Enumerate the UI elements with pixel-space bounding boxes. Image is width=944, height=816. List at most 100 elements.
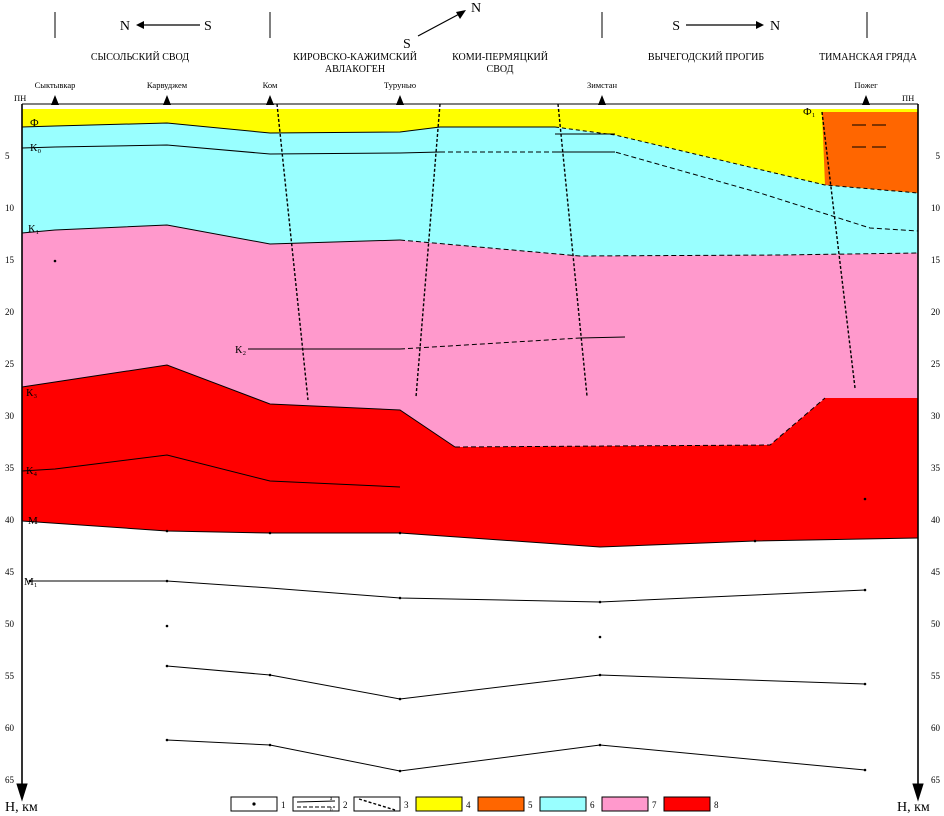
- station-marker: [396, 95, 404, 105]
- legend-dot-icon: [252, 802, 256, 806]
- deep-boundary-1: [166, 665, 866, 700]
- k3-boundary: [21, 364, 456, 448]
- depth-tick-right: 45: [931, 567, 941, 577]
- depth-tick-left: 40: [5, 515, 15, 525]
- upper-crust-layer: [22, 123, 918, 256]
- point: [598, 635, 602, 639]
- depth-tick-left: 55: [5, 671, 15, 681]
- legend-num: 4: [466, 800, 471, 810]
- depth-tick-right: 35: [931, 463, 941, 473]
- point: [598, 673, 602, 677]
- legend-item-5: 5: [477, 796, 533, 812]
- label-phi: Ф: [30, 117, 39, 129]
- region-timan: ТИМАНСКАЯ ГРЯДА: [819, 52, 918, 63]
- point: [863, 497, 867, 501]
- k3-boundary-dashed: [454, 397, 826, 448]
- point: [268, 673, 272, 677]
- k2-segment: [579, 336, 626, 339]
- region-komi-line1: КОМИ-ПЕРМЯЦКИЙ: [452, 51, 548, 63]
- label-k4: К₄: [26, 465, 37, 477]
- point: [165, 738, 169, 742]
- region-sysola: СЫСОЛЬСКИЙ СВОД: [91, 51, 189, 63]
- direction-left-arrowhead: [136, 21, 144, 29]
- depth-axis-label-left: Н, км: [5, 800, 38, 815]
- sediment-layer: [22, 109, 918, 193]
- station-marker: [862, 95, 870, 105]
- depth-tick-right: 65: [931, 775, 941, 785]
- legend-num: 3: [404, 800, 409, 810]
- depth-tick-left: 50: [5, 619, 15, 629]
- depth-axis-label-right: Н, км: [897, 800, 930, 815]
- depth-tick-left: 20: [5, 307, 15, 317]
- legend-sub-a: а: [330, 797, 333, 802]
- region-komi-line2: СВОД: [487, 64, 514, 75]
- legend-num: 5: [528, 800, 533, 810]
- legend-fault-icon: [358, 798, 396, 811]
- depth-tick-left: 45: [5, 567, 15, 577]
- label-m: М: [28, 515, 38, 527]
- point: [398, 697, 402, 701]
- legend-num: 7: [652, 800, 657, 810]
- station-label-pozheg: Пожег: [854, 80, 878, 90]
- direction-left-from: N: [120, 19, 130, 34]
- point: [268, 743, 272, 747]
- legend-solid-line-icon: [296, 800, 336, 803]
- station-label-syktyvkar: Сыктывкар: [35, 80, 76, 90]
- direction-middle-to: N: [471, 1, 481, 16]
- station-label-kom: Ком: [263, 80, 278, 90]
- label-phi1: Ф₁: [803, 106, 816, 118]
- timan-block-marks: [852, 124, 886, 148]
- point: [863, 768, 867, 772]
- depth-tick-right: 10: [931, 203, 941, 213]
- right-axis-arrow: [912, 783, 924, 802]
- legend-num: 2: [343, 800, 348, 810]
- direction-middle-arrow: [417, 11, 464, 37]
- k4-boundary: [21, 454, 401, 488]
- depth-tick-left: 25: [5, 359, 15, 369]
- station-marker: [266, 95, 274, 105]
- depth-tick-right: 55: [931, 671, 941, 681]
- stations: Сыктывкар Карвуджем Ком Турунью Зимстан …: [14, 80, 914, 105]
- fault-pozheg: [821, 111, 856, 389]
- depth-tick-left: 65: [5, 775, 15, 785]
- point: [28, 579, 32, 583]
- depth-tick-right: 60: [931, 723, 941, 733]
- depth-tick-left: 35: [5, 463, 15, 473]
- label-k0: К₀: [30, 142, 41, 154]
- point: [753, 539, 757, 543]
- depth-tick-left: 10: [5, 203, 15, 213]
- depth-tick-right: 30: [931, 411, 941, 421]
- layers: [22, 109, 918, 547]
- k2-boundary-dashed: [399, 337, 581, 350]
- phi-boundary: [21, 122, 555, 134]
- point: [268, 531, 272, 535]
- legend-item-7: 7: [601, 796, 657, 812]
- label-k2: К₂: [235, 344, 246, 356]
- middle-crust-layer: [22, 225, 918, 447]
- point: [863, 588, 867, 592]
- station-label-karvudzhem: Карвуджем: [147, 80, 188, 90]
- left-axis-arrow: [16, 783, 28, 802]
- point: [863, 682, 867, 686]
- point: [398, 769, 402, 773]
- point: [398, 596, 402, 600]
- depth-tick-left: 5: [5, 151, 10, 161]
- point: [165, 529, 169, 533]
- k1-boundary: [21, 224, 401, 245]
- legend-item-3: 3: [353, 796, 409, 812]
- station-label-turunyu: Турунью: [384, 80, 417, 90]
- frame: [16, 12, 924, 802]
- point: [165, 579, 169, 583]
- fault-turunyu: [415, 103, 441, 398]
- label-k3: К₃: [26, 387, 37, 399]
- direction-right-arrowhead: [756, 21, 764, 29]
- region-vychegda: ВЫЧЕГОДСКИЙ ПРОГИБ: [648, 51, 764, 63]
- legend-num: 6: [590, 800, 595, 810]
- depth-tick-right: 20: [931, 307, 941, 317]
- deep-boundary-2: [166, 739, 866, 772]
- point: [598, 600, 602, 604]
- label-k1: К₁: [28, 223, 39, 235]
- fault-zimstan: [557, 103, 588, 397]
